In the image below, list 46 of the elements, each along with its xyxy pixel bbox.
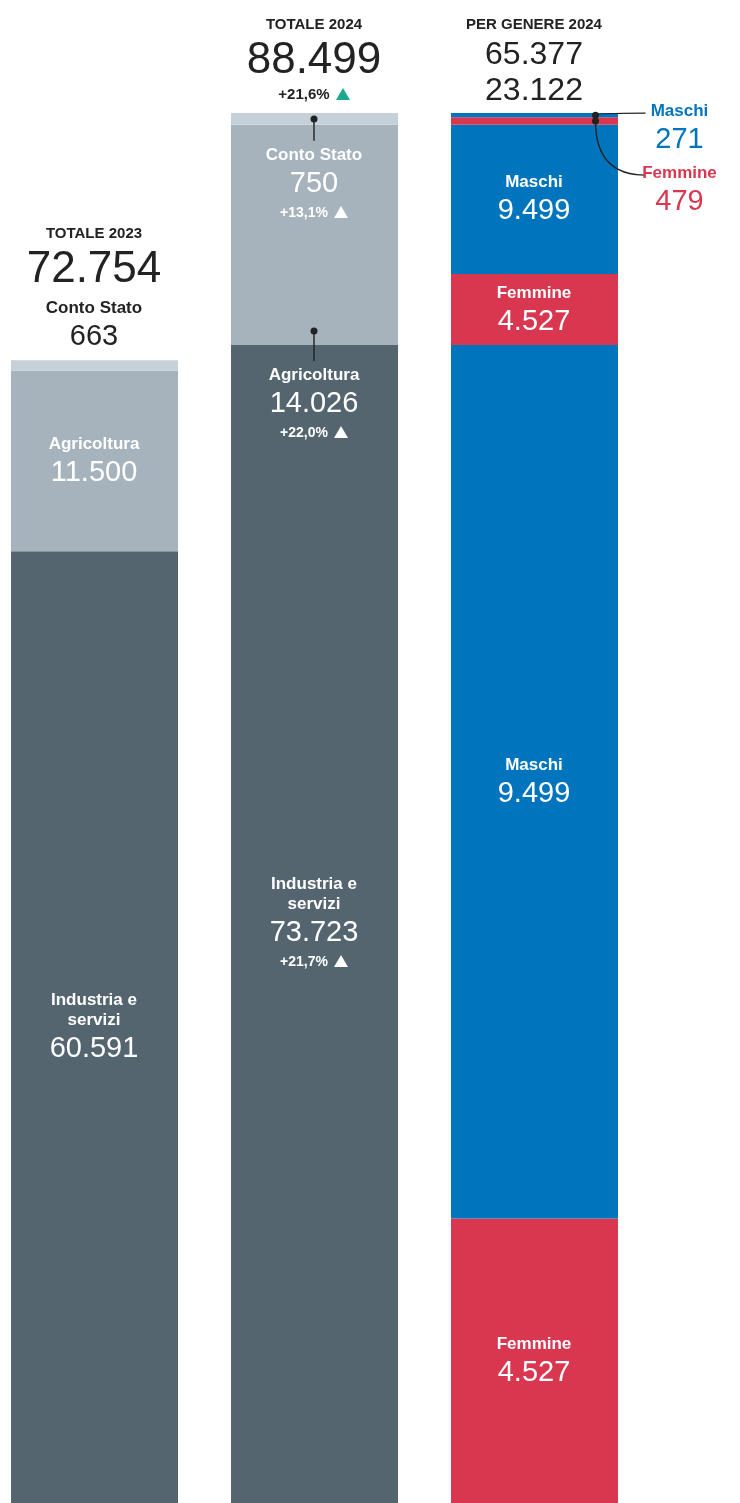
bar [231,124,398,346]
text: Industria e servizi [51,990,137,1030]
series-label: Industria e servizi [270,874,358,915]
bar [451,345,618,1219]
annotation: +21,7% [279,952,329,972]
series-label: Maschi [504,754,564,775]
series-label: Femmine [495,1333,573,1354]
bar [451,273,618,346]
bar [11,370,178,552]
bar [11,551,178,1503]
data-label: 750 [288,164,340,199]
x-tick-label: TOTALE 2024 [265,15,363,32]
series-label: Conto Stato [264,144,364,165]
series-label: Maschi [504,172,564,193]
data-label: 271 [654,121,705,156]
bar [231,345,398,1503]
bar [451,117,618,125]
annotation: 4.527 [496,1353,572,1388]
total-label: 72.754 [25,242,163,292]
data-label: 4.527 [496,302,572,337]
series-label: Maschi [649,101,710,122]
bar [231,113,398,125]
data-label: 663 [68,318,120,353]
text: Femmine [641,163,718,184]
data-label: 60.591 [48,1030,140,1065]
annotation: +22,0% [279,423,329,443]
text: 23.122 [484,71,584,107]
x-tick-label: TOTALE 2023 [45,224,143,242]
text: Agricoltura [48,434,140,454]
bar [451,1218,618,1503]
series-label: Agricoltura [267,365,361,386]
data-label: 479 [654,183,705,218]
data-label: 9.499 [496,192,572,227]
data-label: 11.500 [49,454,139,489]
text: +21,6% [277,84,331,104]
bar [11,360,178,371]
data-label: 14.026 [268,385,360,420]
total-label: 88.499 [245,33,383,82]
x-tick-label: PER GENERE 2024 [465,14,603,34]
annotation: +13,1% [279,202,329,222]
text: Conto Stato [45,298,143,318]
data-label: 73.723 [268,914,360,949]
text: 65.377 [484,35,584,71]
series-label: Femmine [495,282,573,303]
annotation: 9.499 [496,774,572,809]
bar [451,124,618,274]
